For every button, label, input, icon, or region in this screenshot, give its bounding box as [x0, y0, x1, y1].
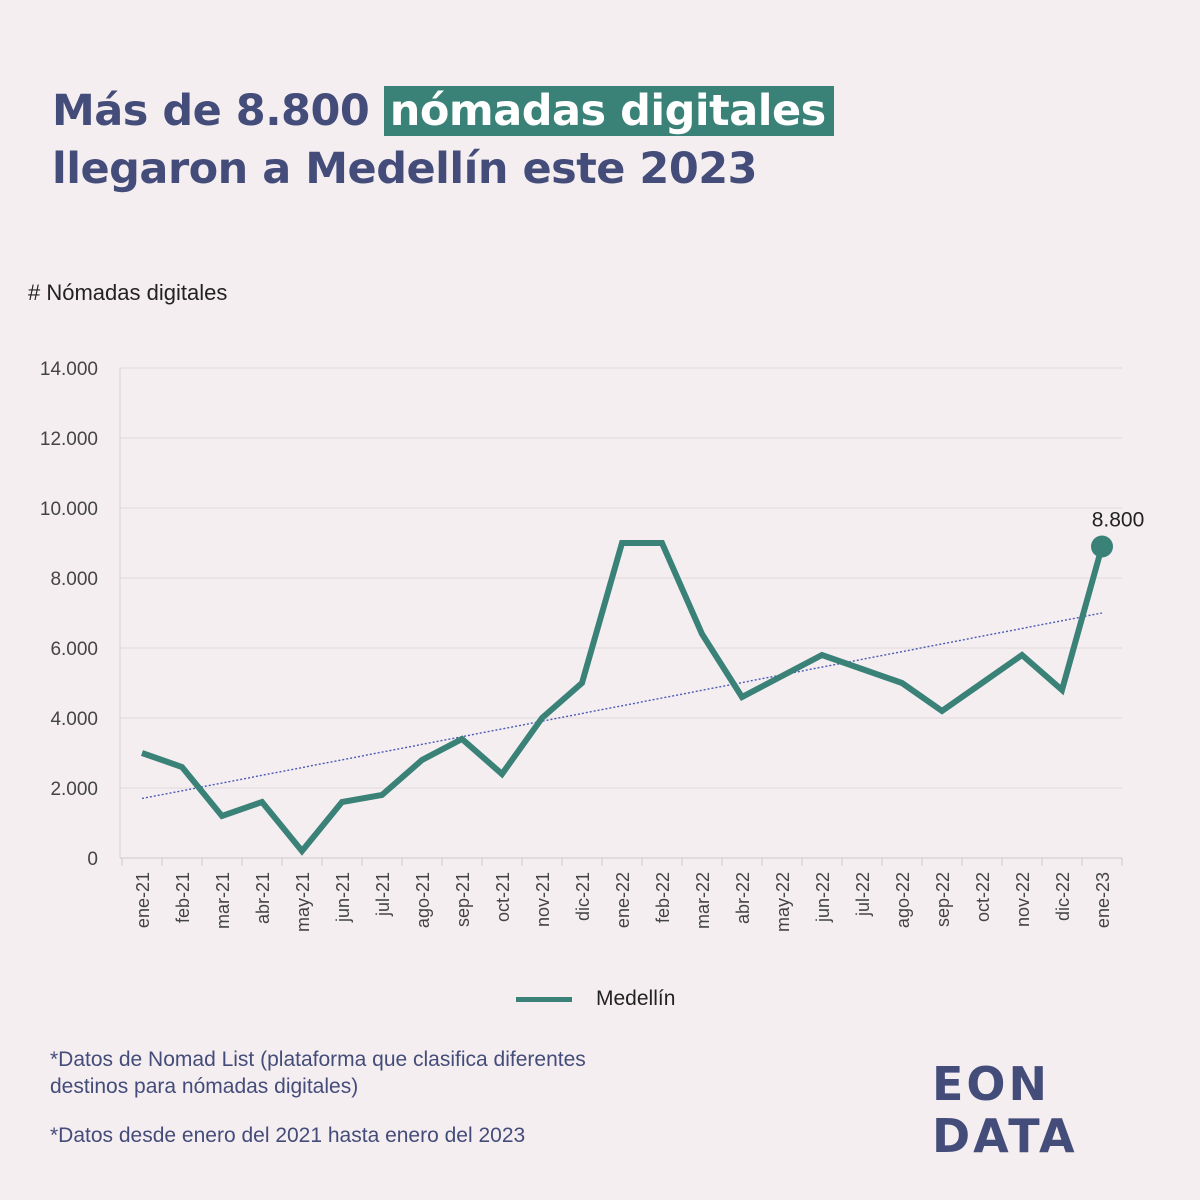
x-tick-label: feb-21: [173, 872, 193, 923]
y-axis-label: # Nómadas digitales: [28, 280, 228, 305]
x-tick-label: jun-22: [813, 872, 833, 923]
x-tick-label: ene-22: [613, 872, 633, 928]
x-tick-label: oct-22: [973, 872, 993, 922]
y-tick-label: 14.000: [40, 359, 98, 380]
series-line-medellin: [141, 540, 1105, 856]
range-note: *Datos desde enero del 2021 hasta enero …: [50, 1124, 526, 1147]
legend-label: Medellín: [596, 987, 676, 1010]
series-points: [139, 535, 1113, 854]
logo-line2: DATA: [932, 1109, 1078, 1163]
data-point: [339, 799, 345, 805]
x-tick-labels: ene-21 feb-21 mar-21 abr-21 may-21 jun-21 jul-…: [121, 858, 1123, 932]
data-point: [299, 848, 305, 854]
x-tick-label: mar-21: [213, 872, 233, 929]
x-tick-label: nov-22: [1013, 872, 1033, 927]
x-tick-label: ago-21: [413, 872, 433, 928]
data-point: [539, 715, 545, 721]
source-note: *Datos de Nomad List (plataforma que cla…: [50, 1048, 586, 1098]
legend-swatch: [516, 996, 572, 1002]
data-point: [619, 540, 625, 546]
x-tick-label: jul-22: [853, 872, 873, 917]
y-tick-labels: 0 2.000 4.000 6.000 8.000 10.000 12.000 14.000: [40, 359, 98, 870]
x-tick-label: jun-21: [333, 872, 353, 923]
x-tick-label: jul-21: [373, 872, 393, 917]
data-point: [859, 666, 865, 672]
x-tick-label: may-22: [773, 872, 793, 932]
y-tick-label: 2.000: [50, 779, 98, 800]
data-point: [939, 708, 945, 714]
x-tick-label: ene-23: [1093, 872, 1113, 928]
x-tick-label: oct-21: [493, 872, 513, 922]
data-point: [899, 680, 905, 686]
x-tick-label: sep-22: [933, 872, 953, 927]
grid-lines: [119, 367, 1122, 859]
y-tick-label: 4.000: [50, 709, 98, 730]
data-point: [739, 694, 745, 700]
title-line1-text: Más de 8.800: [52, 86, 384, 136]
x-tick-label: ago-22: [893, 872, 913, 928]
y-tick-label: 8.000: [50, 569, 98, 590]
data-point: [139, 750, 145, 756]
last-value-label: 8.800: [1092, 509, 1145, 532]
page-title: Más de 8.800 nómadas digitales llegaron …: [52, 82, 1152, 198]
data-point: [699, 631, 705, 637]
x-tick-label: abr-21: [253, 872, 273, 924]
x-tick-label: abr-22: [733, 872, 753, 924]
logo-line1: EON: [932, 1057, 1051, 1111]
y-tick-label: 10.000: [40, 499, 98, 520]
data-point: [259, 799, 265, 805]
data-point: [379, 792, 385, 798]
title-highlight: nómadas digitales: [383, 86, 834, 136]
legend: Medellín: [516, 984, 675, 1014]
title-line2-text: llegaron a Medellín este 2023: [52, 144, 758, 194]
y-tick-label: 0: [87, 849, 98, 870]
x-tick-label: dic-21: [573, 872, 593, 921]
data-point: [499, 771, 505, 777]
x-tick-label: feb-22: [653, 872, 673, 923]
data-point: [659, 540, 665, 546]
x-tick-label: may-21: [293, 872, 313, 932]
data-point: [179, 764, 185, 770]
x-tick-label: dic-22: [1053, 872, 1073, 921]
data-point: [219, 813, 225, 819]
x-tick-label: sep-21: [453, 872, 473, 927]
x-tick-label: mar-22: [693, 872, 713, 929]
y-tick-label: 6.000: [50, 639, 98, 660]
x-tick-label: ene-21: [133, 872, 153, 928]
y-tick-label: 12.000: [40, 429, 98, 450]
data-point: [819, 652, 825, 658]
data-point: [579, 680, 585, 686]
x-tick-label: nov-21: [533, 872, 553, 927]
data-point: [419, 757, 425, 763]
data-point: [979, 680, 985, 686]
data-point: [459, 736, 465, 742]
data-point: [1059, 687, 1065, 693]
data-point: [1019, 652, 1025, 658]
trend-line: [141, 612, 1103, 800]
last-point-marker: [1091, 535, 1113, 558]
data-point: [779, 673, 785, 679]
eon-data-logo: EON DATA: [932, 1057, 1078, 1163]
